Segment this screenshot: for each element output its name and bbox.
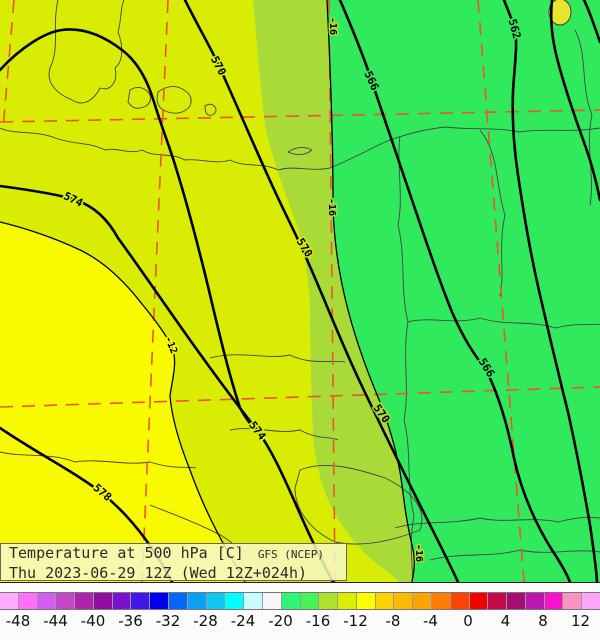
scale-cell <box>356 593 376 609</box>
scale-cell <box>225 593 245 609</box>
scale-cell <box>450 593 470 609</box>
scale-tick-label: -8 <box>385 612 401 630</box>
chart-valid-time-line: Thu 2023-06-29 12Z (Wed 12Z+024h) <box>1 564 346 581</box>
scale-cell <box>37 593 57 609</box>
fill-green-region <box>327 0 600 582</box>
scale-cell <box>488 593 508 609</box>
scale-cell <box>262 593 282 609</box>
temperature-contours <box>0 0 415 582</box>
scale-tick-label: -48 <box>5 612 31 630</box>
scale-cell <box>319 593 339 609</box>
scale-cell <box>582 593 600 609</box>
scale-tick-label: -4 <box>423 612 438 630</box>
scale-cell <box>169 593 188 609</box>
scale-cell <box>0 593 19 609</box>
scale-tick-label: -32 <box>155 612 181 630</box>
warm-spot-blob <box>548 0 572 26</box>
height-contours <box>0 0 600 582</box>
scale-tick-label: 0 <box>463 612 473 630</box>
scale-tick-label: 12 <box>570 612 591 630</box>
chart-title: Temperature at 500 hPa [C] <box>9 544 244 562</box>
scale-cell <box>56 593 76 609</box>
scale-tick-label: -12 <box>343 612 368 630</box>
contour-value-label: -16 <box>327 17 338 35</box>
scale-tick-label: -24 <box>230 612 256 630</box>
scale-tick-label: -36 <box>118 612 143 630</box>
scale-cell <box>525 593 545 609</box>
scale-tick-label: -20 <box>268 612 293 630</box>
fill-muted-green-band <box>253 0 415 582</box>
scale-cell <box>18 593 38 609</box>
color-scale-bar <box>0 592 600 610</box>
scale-cell <box>413 593 432 609</box>
scale-cell <box>281 593 301 609</box>
scale-cell <box>507 593 526 609</box>
latlon-grid <box>0 0 600 582</box>
scale-cell <box>394 593 414 609</box>
scale-cell <box>112 593 132 609</box>
weather-map: 570 570 570 574 574 578 566 566 562 -16 -16 -16 -12 … <box>0 0 600 583</box>
scale-tick-label: -44 <box>43 612 68 630</box>
color-scale-ticks: -48 -44 -40 -36 -32 -28 -24 -20 -16 -12 -8 -4 0 4 8 12 <box>0 612 600 634</box>
scale-cell <box>431 593 451 609</box>
scale-cell <box>375 593 395 609</box>
scale-cell <box>244 593 263 609</box>
chart-valid-time: Thu 2023-06-29 12Z (Wed 12Z+024h) <box>9 564 308 581</box>
chart-info-box: Temperature at 500 hPa [C] GFS (NCEP) Thu… <box>0 543 347 581</box>
scale-cell <box>93 593 113 609</box>
scale-cell <box>469 593 489 609</box>
scale-cell <box>150 593 170 609</box>
scale-cell <box>187 593 207 609</box>
scale-tick-label: -40 <box>80 612 106 630</box>
model-source-label: GFS (NCEP) <box>257 548 325 561</box>
fill-yellow-region <box>0 222 245 582</box>
scale-cell <box>544 593 564 609</box>
scale-tick-label: -16 <box>305 612 331 630</box>
scale-tick-label: -28 <box>193 612 218 630</box>
chart-title-line: Temperature at 500 hPa [C] GFS (NCEP) <box>1 544 346 564</box>
scale-cell <box>300 593 320 609</box>
scale-cell <box>338 593 357 609</box>
contour-value-label: -16 <box>413 544 424 562</box>
contour-value-label: -16 <box>326 198 337 216</box>
scale-cell <box>75 593 94 609</box>
scale-cell <box>131 593 151 609</box>
scale-tick-label: 8 <box>538 612 548 630</box>
scale-tick-label: 4 <box>500 612 511 630</box>
scale-cell <box>206 593 226 609</box>
scale-cell <box>563 593 583 609</box>
